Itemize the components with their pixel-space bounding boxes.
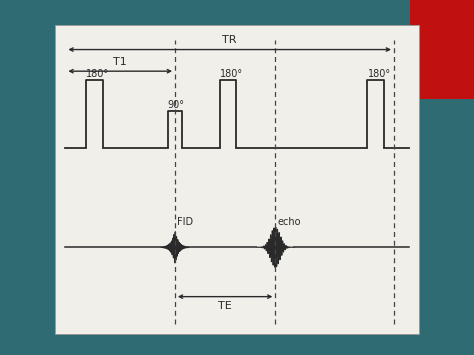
Text: echo: echo <box>277 217 301 227</box>
Text: TE: TE <box>218 301 232 311</box>
Text: 180°: 180° <box>219 69 243 79</box>
Text: 180°: 180° <box>86 69 109 79</box>
Text: FID: FID <box>177 217 193 227</box>
Text: 90°: 90° <box>168 100 185 110</box>
Text: TR: TR <box>222 35 237 45</box>
Text: T1: T1 <box>113 56 127 66</box>
Text: 180°: 180° <box>367 69 391 79</box>
